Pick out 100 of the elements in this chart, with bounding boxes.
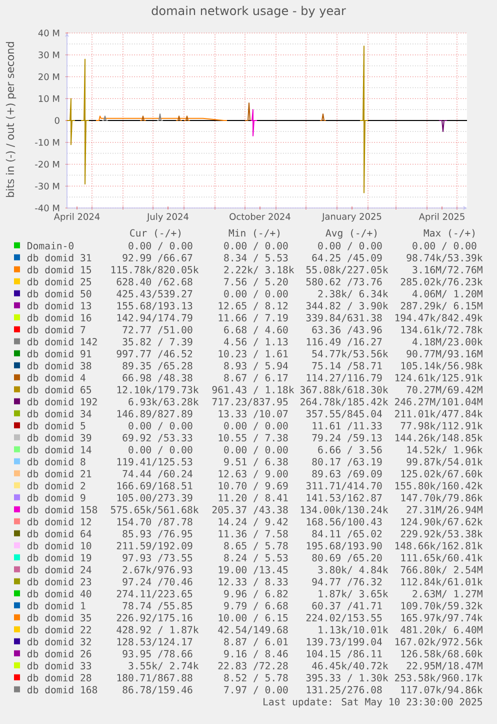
text: 344.82 / 3.90k [306,302,388,310]
legend-label: db domid 24 [27,566,92,574]
text: 211.59/192.09 [116,542,192,550]
y-tick-label: -20 M [35,160,60,168]
text: 997.77 /46.52 [116,350,192,358]
text: 226.92/175.16 [116,614,192,622]
text: 63.36 /43.96 [312,326,382,334]
legend-label: db domid 22 [27,626,91,634]
text: 7.97 / 0.00 [224,686,288,694]
text: 253.58k/960.17k [395,674,483,682]
x-tick-label: January 2025 [322,213,382,222]
text: 367.88k/618.30k [300,386,388,394]
text: 0.00 / 0.00 [412,242,476,250]
text: 229.92k/53.38k [400,530,483,538]
text: 80.69 /65.20 [312,554,382,562]
text: 357.55/845.04 [306,410,382,418]
legend-label: db domid 192 [27,398,97,406]
legend-label: db domid 40 [27,590,92,598]
text: 8.24 / 5.53 [224,554,288,562]
text: 180.71/867.88 [117,674,192,682]
text: 141.53/162.87 [306,494,382,502]
text: 9.16 / 8.46 [224,650,288,658]
text: 114.27/116.79 [306,374,382,382]
text: 35.82 / 7.39 [122,338,192,346]
text: 115.78k/820.05k [111,266,199,274]
chart-title: domain network usage - by year [152,6,346,18]
legend-label: db domid 38 [27,362,92,370]
text: Avg (-/+) [326,229,377,239]
text: 126.58k/68.60k [401,650,483,658]
text: 4.06M/ 1.20M [412,290,482,298]
text: 64.25 /45.09 [312,254,382,262]
text: 70.27M/69.42M [406,386,482,394]
text: 0.00 / 0.00 [224,422,288,430]
text: 109.70k/59.32k [401,602,483,610]
text: 22.83 /72.28 [218,662,288,670]
text: 97.93 /73.55 [122,554,192,562]
text: 94.77 /76.32 [312,578,382,586]
text: 285.02k/76.23k [400,278,483,286]
text: 90.77M/93.16M [406,350,482,358]
legend-label: db domid 12 [27,518,91,526]
text: 11.36 / 7.58 [218,530,288,538]
text: 205.37 /43.38 [212,506,288,514]
text: 105.00/273.39 [117,494,192,502]
text: 12.10k/179.73k [117,386,199,394]
y-tick-label: 10 M [38,95,60,102]
legend-label: db domid 7 [27,326,86,334]
text: 13.33 /10.07 [218,410,288,418]
text: 117.07k/94.86k [401,686,483,694]
text: 112.84k/61.01k [401,578,483,586]
text: 11.20 / 8.41 [218,494,288,502]
text: 89.35 /65.28 [122,362,192,370]
text: 154.70 /87.78 [117,518,192,526]
text: 311.71/414.70 [306,482,382,490]
text: 8.67 / 6.17 [224,374,288,382]
text: 8.52 / 5.78 [224,674,288,682]
text: 2.22k/ 3.18k [224,266,294,274]
text: 1.87k/ 3.65k [318,590,388,598]
text: 628.40 /62.68 [116,278,192,286]
legend-label: db domid 142 [27,338,97,346]
text: 46.45k/40.72k [312,662,388,670]
text: 580.62 /73.76 [306,278,382,286]
text: 80.17 /63.19 [312,458,382,466]
legend-label: db domid 19 [27,554,92,562]
text: 0.00 / 0.00 [224,446,288,454]
legend-label: db domid 21 [27,470,92,478]
legend-label: db domid 2 [27,482,86,490]
text: 134.61k/72.78k [401,326,483,334]
text: 69.92 /53.33 [122,434,192,442]
text: 274.11/223.65 [116,590,192,598]
text: 60.37 /41.71 [312,602,382,610]
text: 575.65k/561.68k [110,506,199,514]
x-tick-label: April 2025 [418,213,464,222]
legend-label: db domid 15 [27,266,92,274]
text: 0.00 / 0.00 [128,242,192,250]
text: 425.43/539.27 [116,290,192,298]
legend-label: Domain-0 [28,242,74,250]
text: 124.61k/125.91k [395,374,483,382]
text: 134.00k/130.24k [300,506,388,514]
text: 146.89/827.89 [117,410,192,418]
legend-label: db domid 31 [27,254,92,262]
text: 22.95M/18.47M [406,662,482,670]
text: 128.53/124.17 [117,638,192,646]
legend-label: db domid 1 [27,602,86,610]
y-axis-title: bits in (-) / out (+) per second [6,42,16,197]
text: 0.00 / 0.00 [128,446,192,454]
legend-label: db domid 5 [27,422,86,430]
x-tick-label: July 2024 [146,213,188,222]
text: 97.24 /70.46 [122,578,192,586]
legend-label: db domid 32 [27,638,91,646]
text: 766.80k/ 2.54M [400,566,482,574]
text: 99.87k/54.01k [406,458,483,466]
legend-label: db domid 50 [27,290,92,298]
text: 2.67k/976.93 [122,566,192,574]
text: 11.61 /11.33 [312,422,382,430]
text: 194.47k/842.49k [395,314,483,322]
text: 27.31M/26.94M [406,506,482,514]
y-tick-label: 30 M [38,51,60,58]
text: 8.87 / 6.01 [224,638,288,646]
legend-label: db domid 10 [27,542,92,550]
text: 55.08k/227.05k [306,266,388,274]
